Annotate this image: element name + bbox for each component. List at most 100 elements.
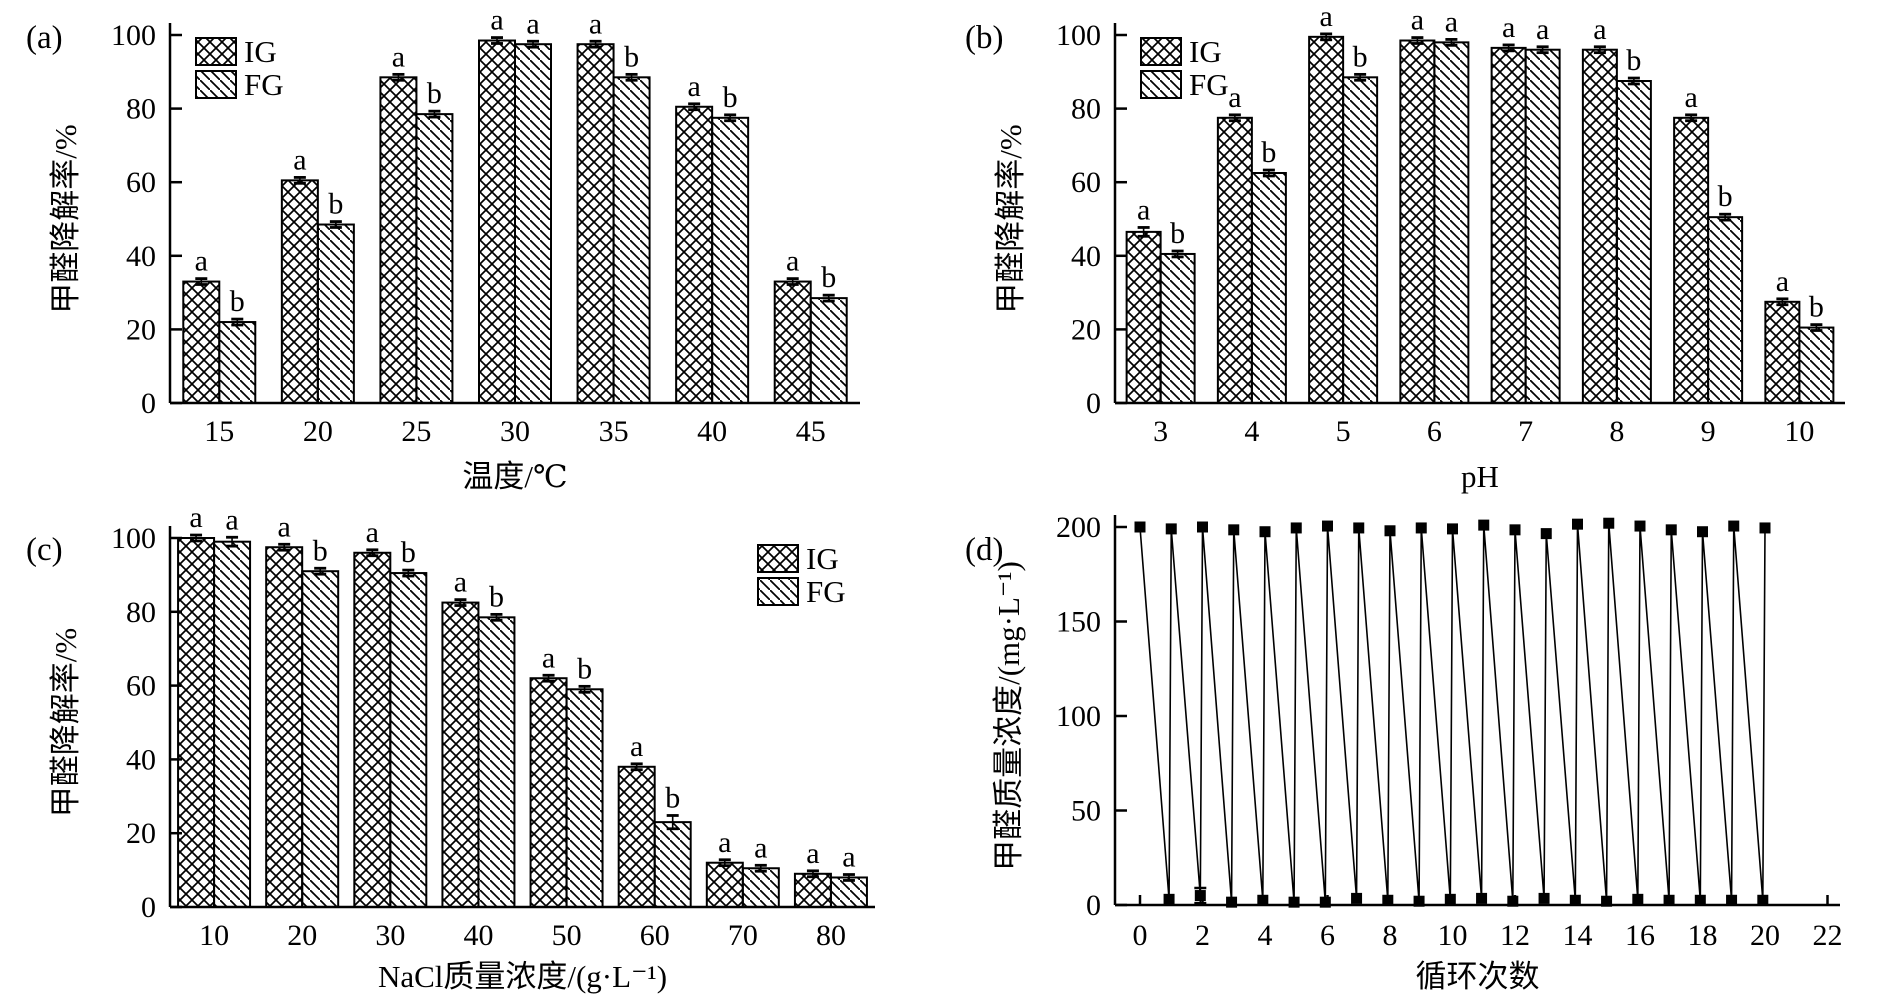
error-bar — [1627, 76, 1640, 86]
error-bar — [1719, 212, 1732, 222]
x-tick-label: 8 — [1609, 415, 1624, 448]
x-tick-label: 5 — [1336, 415, 1351, 448]
data-point-top — [1228, 524, 1240, 536]
bar-FG-80 — [829, 876, 868, 908]
error-bar — [329, 220, 342, 229]
data-point-top — [1415, 522, 1427, 534]
legend-swatch-FG — [757, 577, 799, 606]
x-tick-label: 25 — [401, 415, 431, 448]
sig-letter: a — [1593, 13, 1606, 46]
legend-label-FG: FG — [806, 574, 846, 609]
error-bar — [1320, 32, 1333, 42]
sig-letter: b — [723, 81, 738, 114]
legend-swatch-IG — [195, 37, 237, 66]
legend-swatch-FG — [195, 70, 237, 99]
bar-IG-10 — [1764, 300, 1801, 404]
sig-letter: a — [786, 245, 799, 278]
sig-letter: b — [401, 536, 416, 569]
sig-letter: a — [687, 70, 700, 103]
y-tick-label: 200 — [1056, 511, 1101, 544]
sig-letter: a — [1319, 0, 1332, 33]
x-tick-label: 3 — [1153, 415, 1168, 448]
data-point-bottom — [1319, 896, 1331, 908]
bar-IG-35 — [576, 43, 615, 404]
x-tick-label: 40 — [697, 415, 727, 448]
bar-FG-5 — [1342, 76, 1379, 404]
sig-letter: a — [392, 40, 405, 73]
data-point-bottom — [1194, 890, 1206, 902]
bar-FG-15 — [218, 321, 257, 405]
bar-FG-60 — [653, 821, 692, 909]
sig-letter: a — [526, 7, 539, 40]
x-axis-label: NaCl质量浓度/(g·L⁻¹) — [378, 959, 667, 994]
data-point-bottom — [1538, 892, 1550, 904]
y-tick-label: 0 — [1086, 889, 1101, 922]
data-point-bottom — [1382, 894, 1394, 906]
x-tick-label: 18 — [1688, 919, 1718, 952]
sig-letter: a — [490, 4, 503, 37]
y-tick-label: 40 — [126, 743, 156, 776]
sig-letter: a — [542, 641, 555, 674]
data-point-bottom — [1476, 892, 1488, 904]
y-tick-label: 80 — [126, 93, 156, 126]
error-bar — [1171, 249, 1184, 259]
error-bar — [842, 873, 855, 882]
sig-letter: a — [1776, 265, 1789, 298]
data-point-top — [1384, 525, 1396, 537]
sig-letter: b — [489, 580, 504, 613]
x-tick-label: 70 — [728, 919, 758, 952]
x-tick-label: 22 — [1813, 919, 1843, 952]
bar-IG-4 — [1216, 116, 1253, 405]
bar-FG-7 — [1524, 48, 1561, 404]
sig-letter: b — [427, 77, 442, 110]
bar-FG-6 — [1433, 41, 1470, 405]
y-tick-label: 0 — [141, 891, 156, 924]
bar-FG-10 — [213, 540, 252, 908]
sig-letter: a — [366, 516, 379, 549]
x-tick-label: 14 — [1563, 919, 1593, 952]
legend-swatch-IG — [757, 544, 799, 573]
sig-letter: a — [1445, 5, 1458, 38]
error-bar — [625, 72, 638, 82]
error-bar — [231, 317, 244, 327]
y-tick-label: 40 — [1071, 240, 1101, 273]
sig-letter: a — [1536, 13, 1549, 46]
bar-FG-9 — [1707, 216, 1744, 404]
legend-swatch-IG — [1140, 37, 1182, 66]
bar-IG-45 — [773, 280, 812, 404]
sig-letter: a — [1502, 11, 1515, 44]
x-tick-label: 30 — [375, 919, 405, 952]
x-tick-label: 50 — [552, 919, 582, 952]
bar-IG-60 — [617, 765, 656, 909]
data-point-bottom — [1694, 894, 1706, 906]
panel-label: (b) — [965, 20, 1003, 56]
bar-FG-3 — [1159, 252, 1196, 404]
x-tick-label: 9 — [1701, 415, 1716, 448]
x-tick-label: 4 — [1258, 919, 1273, 952]
data-point-bottom — [1163, 893, 1175, 905]
y-tick-label: 100 — [111, 522, 156, 555]
y-tick-label: 60 — [126, 166, 156, 199]
error-bar — [454, 598, 467, 607]
panel-label: (a) — [26, 20, 63, 56]
data-point-top — [1165, 523, 1177, 535]
x-tick-label: 0 — [1133, 919, 1148, 952]
sig-letter: b — [577, 652, 592, 685]
error-bar — [278, 542, 291, 552]
x-tick-label: 45 — [796, 415, 826, 448]
sig-letter: a — [195, 245, 208, 278]
error-bar — [630, 762, 643, 772]
x-tick-label: 10 — [1438, 919, 1468, 952]
x-axis-label: 温度/℃ — [462, 459, 567, 494]
bar-FG-10 — [1798, 326, 1835, 404]
error-bar — [1137, 226, 1150, 238]
sig-letter: b — [1353, 40, 1368, 73]
bar-FG-4 — [1250, 172, 1287, 404]
data-point-top — [1728, 520, 1740, 532]
sig-letter: a — [754, 831, 767, 864]
x-tick-label: 8 — [1383, 919, 1398, 952]
sig-letter: b — [821, 261, 836, 294]
